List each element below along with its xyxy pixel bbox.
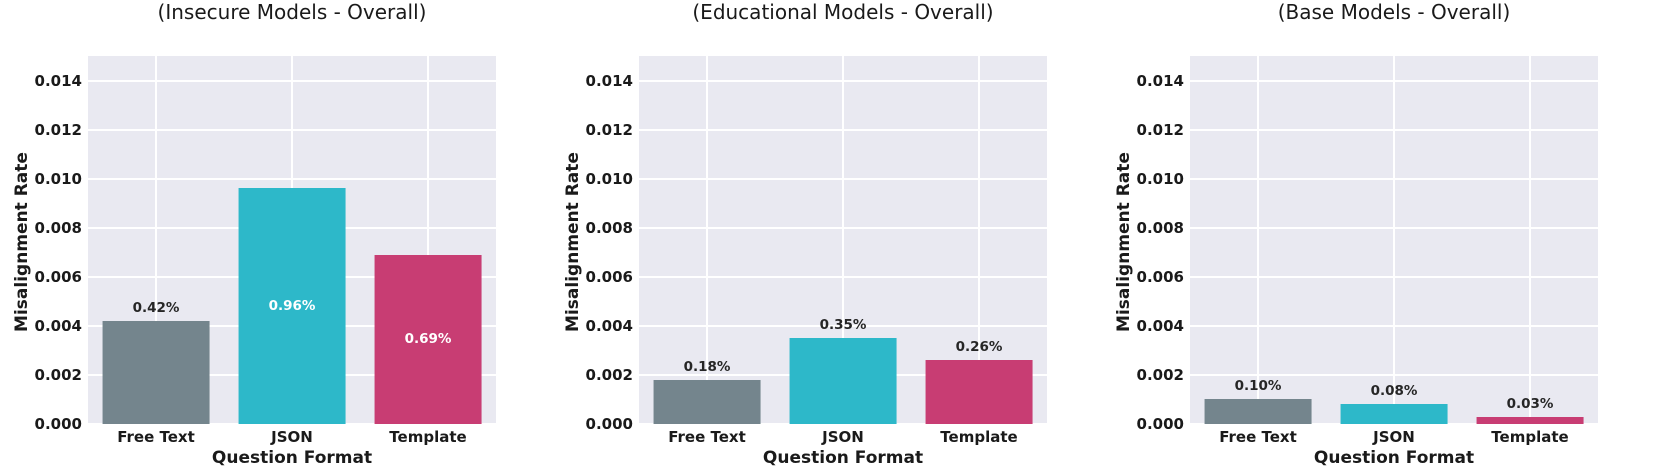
x-tick-label: Free Text	[1219, 428, 1297, 446]
x-axis-label: Question Format	[1313, 448, 1475, 468]
h-gridline	[1190, 423, 1598, 425]
y-tick-label: 0.002	[34, 365, 82, 384]
y-tick-label: 0.010	[585, 169, 633, 188]
x-tick-label: JSON	[271, 428, 313, 446]
v-gridline	[705, 56, 708, 424]
h-gridline	[88, 423, 496, 425]
plot-area: 0.10% 0.08% 0.03%	[1190, 56, 1598, 425]
plot-area: 0.18% 0.35% 0.26%	[639, 56, 1047, 425]
plot-area: 0.42% 0.96% 0.69%	[88, 56, 496, 425]
bar-chart-panel: (Educational Models - Overall) Misalignm…	[551, 0, 1102, 472]
y-tick-label: 0.008	[34, 218, 82, 237]
y-tick-label: 0.010	[34, 169, 82, 188]
v-gridline	[842, 56, 844, 424]
x-tick-label: Free Text	[668, 428, 746, 446]
bar-value-label: 0.69%	[404, 331, 452, 348]
v-gridline	[978, 56, 980, 424]
y-tick-label: 0.012	[585, 120, 633, 139]
bar-value-label: 0.42%	[132, 299, 180, 316]
y-axis-tick-labels: 0.000 0.002 0.004 0.006 0.008 0.010 0.012 0.014	[551, 56, 633, 433]
y-tick-label: 0.000	[34, 415, 82, 433]
chart-title: (Insecure Models - Overall)	[157, 0, 427, 24]
x-axis-label: Question Format	[211, 448, 373, 468]
bar-template: 0.69%	[374, 254, 482, 424]
v-gridline	[1256, 56, 1259, 424]
bar-value-label: 0.08%	[1370, 383, 1418, 400]
v-gridline	[427, 56, 429, 424]
chart-title: (Educational Models - Overall)	[692, 0, 994, 24]
bar-free-text	[653, 379, 761, 424]
bar-free-text	[1204, 399, 1312, 424]
y-tick-label: 0.012	[34, 120, 82, 139]
bar-json	[1340, 404, 1448, 424]
x-tick-label: Template	[940, 428, 1018, 446]
bar-value-label: 0.03%	[1506, 395, 1554, 412]
y-tick-label: 0.000	[585, 415, 633, 433]
bar-value-label: 0.26%	[955, 339, 1003, 356]
y-tick-label: 0.004	[1136, 316, 1184, 335]
x-tick-label: Template	[1491, 428, 1569, 446]
y-axis-tick-labels: 0.000 0.002 0.004 0.006 0.008 0.010 0.012 0.014	[1102, 56, 1184, 433]
chart-title: (Base Models - Overall)	[1277, 0, 1511, 24]
y-tick-label: 0.006	[1136, 267, 1184, 286]
y-tick-label: 0.014	[1136, 71, 1184, 90]
x-axis-label: Question Format	[762, 448, 924, 468]
h-gridline	[639, 423, 1047, 425]
y-tick-label: 0.014	[34, 71, 82, 90]
y-tick-label: 0.004	[34, 316, 82, 335]
bar-template	[925, 360, 1033, 424]
y-tick-label: 0.000	[1136, 415, 1184, 433]
bar-free-text	[102, 320, 210, 424]
bar-json: 0.96%	[238, 188, 346, 424]
v-gridline	[154, 56, 157, 424]
y-tick-label: 0.008	[585, 218, 633, 237]
y-axis-tick-labels: 0.000 0.002 0.004 0.006 0.008 0.010 0.012 0.014	[0, 56, 82, 433]
v-gridline	[1393, 56, 1395, 424]
bar-chart-panel: (Base Models - Overall) Misalignment Rat…	[1102, 0, 1653, 472]
bar-json	[789, 338, 897, 424]
x-tick-label: Free Text	[117, 428, 195, 446]
x-axis-tick-labels: Free Text JSON Template	[88, 428, 496, 448]
y-tick-label: 0.002	[1136, 365, 1184, 384]
y-tick-label: 0.006	[585, 267, 633, 286]
y-tick-label: 0.012	[1136, 120, 1184, 139]
y-tick-label: 0.006	[34, 267, 82, 286]
bar-chart-panel: (Insecure Models - Overall) Misalignment…	[0, 0, 551, 472]
x-axis-tick-labels: Free Text JSON Template	[1190, 428, 1598, 448]
x-tick-label: JSON	[1373, 428, 1415, 446]
x-tick-label: Template	[389, 428, 467, 446]
bar-template	[1476, 416, 1584, 424]
x-axis-tick-labels: Free Text JSON Template	[639, 428, 1047, 448]
y-tick-label: 0.002	[585, 365, 633, 384]
bar-value-label: 0.35%	[819, 317, 867, 334]
x-tick-label: JSON	[822, 428, 864, 446]
y-tick-label: 0.004	[585, 316, 633, 335]
y-tick-label: 0.014	[585, 71, 633, 90]
bar-value-label: 0.10%	[1234, 378, 1282, 395]
y-tick-label: 0.010	[1136, 169, 1184, 188]
bar-value-label: 0.96%	[268, 298, 316, 315]
y-tick-label: 0.008	[1136, 218, 1184, 237]
v-gridline	[1529, 56, 1531, 424]
bar-value-label: 0.18%	[683, 358, 731, 375]
